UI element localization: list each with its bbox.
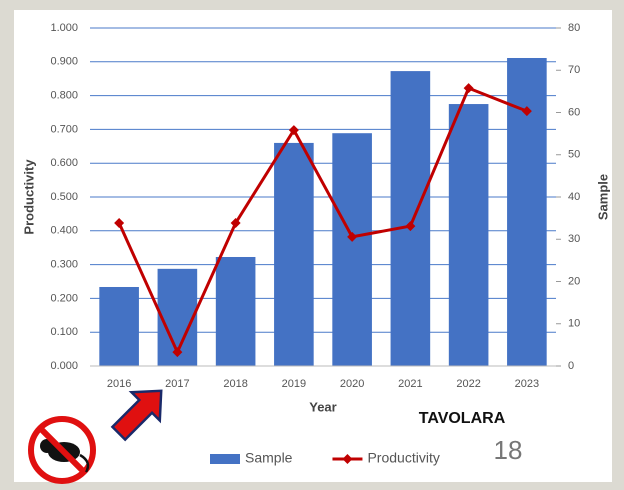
y2-tick-label: 10 [568,318,580,330]
y2-tick-label: 50 [568,149,580,161]
x-tick-label: 2022 [456,378,480,390]
bar [449,104,489,366]
bar [391,71,431,366]
x-tick-label: 2020 [340,378,364,390]
y-tick-label: 0.300 [50,259,78,271]
y-tick-label: 0.100 [50,326,78,338]
x-tick-label: 2019 [282,378,306,390]
y-axis-title: Productivity [21,159,36,235]
annotation: TAVOLARA [419,410,506,427]
y2-tick-label: 0 [568,360,574,372]
y-tick-label: 1.000 [50,22,78,34]
x-tick-label: 2023 [515,378,539,390]
chart: Productivity Sample Year TAVOLARA 18 0.0… [0,0,624,490]
y-tick-label: 0.000 [50,360,78,372]
x-tick-label: 2018 [223,378,247,390]
y2-tick-label: 40 [568,191,580,203]
y-tick-label: 0.600 [50,157,78,169]
bar [216,257,256,366]
x-tick-label: 2017 [165,378,189,390]
bar [332,133,372,366]
y-tick-label: 0.200 [50,292,78,304]
y2-tick-label: 30 [568,233,580,245]
legend-label: Productivity [367,450,439,466]
y-tick-label: 0.700 [50,123,78,135]
y2-tick-label: 20 [568,275,580,287]
y-tick-label: 0.400 [50,225,78,237]
y2-tick-label: 60 [568,106,580,118]
x-tick-label: 2016 [107,378,131,390]
bar [274,143,314,366]
legend-swatch [210,454,240,464]
slide-number: 18 [494,435,523,465]
y-tick-label: 0.500 [50,191,78,203]
bar [99,287,139,366]
y2-axis-title: Sample [595,174,610,220]
y-tick-label: 0.900 [50,56,78,68]
y-tick-label: 0.800 [50,90,78,102]
y2-tick-label: 80 [568,22,580,34]
y2-tick-label: 70 [568,64,580,76]
x-tick-label: 2021 [398,378,422,390]
no-rat-icon [31,419,93,481]
x-axis-title: Year [309,399,336,414]
legend-label: Sample [245,450,293,466]
page: Productivity Sample Year TAVOLARA 18 0.0… [0,0,624,490]
